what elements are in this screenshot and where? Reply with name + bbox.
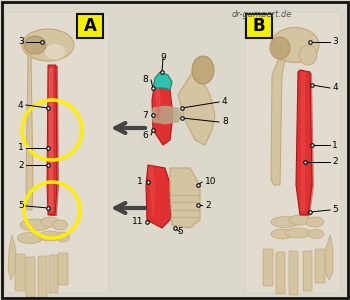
FancyBboxPatch shape bbox=[58, 253, 68, 285]
Polygon shape bbox=[271, 60, 285, 185]
FancyBboxPatch shape bbox=[15, 254, 25, 291]
Ellipse shape bbox=[271, 217, 299, 227]
Polygon shape bbox=[152, 78, 173, 145]
Text: 10: 10 bbox=[205, 178, 217, 187]
Text: 2: 2 bbox=[205, 200, 211, 209]
Ellipse shape bbox=[52, 220, 68, 230]
FancyBboxPatch shape bbox=[246, 14, 272, 38]
Ellipse shape bbox=[289, 215, 311, 225]
Text: 7: 7 bbox=[142, 110, 148, 119]
Text: 4: 4 bbox=[222, 98, 228, 106]
Text: 1: 1 bbox=[332, 140, 338, 149]
Text: dr-gumpert.de: dr-gumpert.de bbox=[232, 10, 293, 19]
Text: 3: 3 bbox=[332, 38, 338, 46]
FancyBboxPatch shape bbox=[263, 249, 273, 286]
Ellipse shape bbox=[22, 29, 74, 61]
Ellipse shape bbox=[271, 28, 319, 62]
Polygon shape bbox=[152, 106, 182, 124]
FancyBboxPatch shape bbox=[5, 12, 109, 293]
Text: A: A bbox=[84, 17, 97, 35]
Text: 2: 2 bbox=[18, 160, 24, 169]
Text: 5: 5 bbox=[18, 202, 24, 211]
Text: 1: 1 bbox=[137, 178, 143, 187]
Text: 6: 6 bbox=[142, 130, 148, 140]
Ellipse shape bbox=[45, 44, 65, 60]
Polygon shape bbox=[153, 72, 172, 90]
Ellipse shape bbox=[24, 36, 46, 54]
Text: 9: 9 bbox=[160, 53, 166, 62]
Ellipse shape bbox=[18, 232, 42, 244]
Polygon shape bbox=[170, 168, 200, 228]
Ellipse shape bbox=[286, 228, 310, 238]
Polygon shape bbox=[8, 235, 16, 280]
Text: 8: 8 bbox=[222, 118, 228, 127]
Text: 5: 5 bbox=[177, 227, 183, 236]
FancyBboxPatch shape bbox=[276, 252, 285, 294]
Polygon shape bbox=[298, 71, 314, 216]
Text: 11: 11 bbox=[132, 218, 143, 226]
Text: 8: 8 bbox=[142, 76, 148, 85]
Polygon shape bbox=[296, 70, 312, 215]
Text: 1: 1 bbox=[18, 143, 24, 152]
FancyBboxPatch shape bbox=[289, 251, 298, 295]
Text: 4: 4 bbox=[18, 100, 24, 109]
Ellipse shape bbox=[271, 229, 293, 239]
FancyBboxPatch shape bbox=[26, 257, 35, 297]
Ellipse shape bbox=[39, 231, 61, 241]
Text: 5: 5 bbox=[332, 206, 338, 214]
Polygon shape bbox=[325, 235, 333, 280]
Polygon shape bbox=[26, 55, 33, 210]
Ellipse shape bbox=[270, 37, 290, 59]
Ellipse shape bbox=[56, 232, 70, 242]
Text: 4: 4 bbox=[332, 83, 338, 92]
Polygon shape bbox=[155, 80, 160, 120]
FancyBboxPatch shape bbox=[315, 249, 325, 283]
Polygon shape bbox=[178, 60, 215, 145]
FancyBboxPatch shape bbox=[38, 256, 47, 298]
Polygon shape bbox=[301, 72, 304, 210]
FancyBboxPatch shape bbox=[245, 12, 341, 293]
Ellipse shape bbox=[306, 217, 324, 227]
Polygon shape bbox=[146, 165, 172, 228]
Ellipse shape bbox=[20, 219, 50, 231]
Text: B: B bbox=[253, 17, 265, 35]
FancyBboxPatch shape bbox=[303, 251, 312, 291]
Polygon shape bbox=[49, 66, 59, 216]
Polygon shape bbox=[149, 165, 155, 215]
Ellipse shape bbox=[308, 230, 324, 238]
Ellipse shape bbox=[299, 45, 317, 65]
Ellipse shape bbox=[41, 217, 59, 227]
Text: 3: 3 bbox=[18, 38, 24, 46]
FancyBboxPatch shape bbox=[49, 255, 58, 293]
FancyBboxPatch shape bbox=[77, 14, 103, 38]
Text: 2: 2 bbox=[332, 158, 338, 166]
Polygon shape bbox=[47, 65, 57, 215]
Ellipse shape bbox=[192, 56, 214, 84]
